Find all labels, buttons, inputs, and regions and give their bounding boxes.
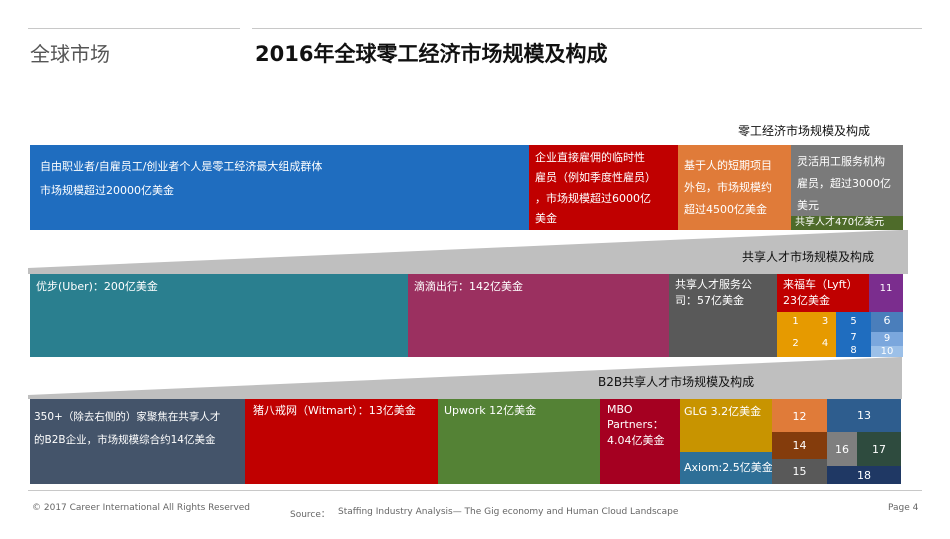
treemap-cell-lyft: 来福车（Lyft） 23亿美金: [777, 274, 869, 312]
zoom-connector-1: [28, 230, 908, 274]
cell-line: 23亿美金: [783, 293, 830, 307]
treemap-cell-uber: 优步(Uber)：200亿美金: [30, 274, 408, 357]
cell-line: 超过4500亿美金: [684, 203, 767, 216]
cell-line: 共享人才470亿美元: [795, 217, 885, 228]
level3-title: B2B共享人才市场规模及构成: [598, 375, 755, 389]
section-label: 全球市场: [30, 42, 110, 66]
treemap-cell-freelancers: 自由职业者/自雇员工/创业者个人是零工经济最大组成群体 市场规模超过20000亿…: [30, 145, 529, 230]
treemap-cell-8: 8: [836, 344, 871, 357]
zoom-connector-2: [28, 357, 902, 399]
treemap-cell-axiom: Axiom:2.5亿美金: [680, 452, 772, 484]
cell-line: 共享人才服务公: [675, 278, 752, 291]
cell-line: 猪八戒网（Witmart）：13亿美金: [253, 404, 416, 417]
cell-line: 灵活用工服务机构: [797, 155, 885, 168]
cell-line: 美元: [797, 199, 819, 212]
source-label: Source：: [290, 510, 330, 520]
treemap-cell-11: 11: [869, 274, 903, 312]
treemap-cell-witmart: 猪八戒网（Witmart）：13亿美金: [245, 399, 438, 484]
cell-line: Partners：: [607, 418, 664, 432]
cell-line: 4.04亿美金: [607, 433, 665, 447]
cell-line: 11: [879, 283, 893, 294]
treemap-cell-3: 3: [814, 312, 836, 332]
cell-line: 美金: [535, 212, 557, 226]
cell-line: 市场规模超过20000亿美金: [40, 184, 174, 198]
cell-line: 雇员（例如季度性雇员）: [535, 171, 656, 185]
level2-title: 共享人才市场规模及构成: [742, 250, 875, 264]
treemap-cell-5: 5: [836, 312, 871, 332]
treemap-cell-17: 17: [857, 432, 901, 466]
treemap-cell-13: 13: [827, 399, 901, 432]
cell-line: 基于人的短期项目: [684, 159, 772, 172]
cell-line: 雇员，超过3000亿: [797, 177, 891, 190]
treemap-cell-1: 1: [777, 312, 814, 332]
treemap-cell-15: 15: [772, 459, 827, 484]
cell-line: Upwork 12亿美金: [444, 404, 537, 417]
cell-line: 滴滴出行：142亿美金: [414, 280, 523, 293]
level1-title: 零工经济市场规模及构成: [738, 124, 871, 138]
cell-line: 自由职业者/自雇员工/创业者个人是零工经济最大组成群体: [40, 160, 323, 173]
treemap-cell-7: 7: [836, 332, 871, 344]
treemap-cell-18: 18: [827, 466, 901, 484]
treemap-cell-2: 2: [777, 332, 814, 357]
treemap-cell-10: 10: [871, 346, 903, 357]
treemap-cell-didi: 滴滴出行：142亿美金: [408, 274, 669, 357]
cell-line: MBO: [607, 403, 633, 416]
cell-line: 优步(Uber)：200亿美金: [36, 280, 158, 293]
cell-line: 350+（除去右侧的）家聚焦在共享人才: [34, 411, 221, 423]
cell-line: Axiom:2.5亿美金: [684, 461, 772, 474]
page-title: 2016年全球零工经济市场规模及构成: [255, 42, 608, 66]
cell-line: GLG 3.2亿美金: [684, 405, 762, 418]
page-number: Page 4: [888, 503, 919, 513]
treemap-cell-b2b-firms: 350+（除去右侧的）家聚焦在共享人才 的B2B企业，市场规模综合约14亿美金: [30, 399, 245, 484]
treemap-cell-6: 6: [871, 312, 903, 332]
treemap-cell-12: 12: [772, 399, 827, 432]
footer-rule: [28, 490, 922, 491]
treemap-cell-4: 4: [814, 332, 836, 357]
cell-line: ，市场规模超过6000亿: [535, 191, 651, 205]
cell-line: 外包，市场规模约: [684, 181, 772, 194]
cell-line: 的B2B企业，市场规模综合约14亿美金: [34, 433, 216, 446]
treemap-cell-9: 9: [871, 332, 903, 346]
treemap-cell-project-outsourcing: 基于人的短期项目 外包，市场规模约 超过4500亿美金: [678, 145, 791, 230]
treemap-cell-16: 16: [827, 432, 857, 466]
source-text: Staffing Industry Analysis— The Gig econ…: [338, 507, 679, 517]
treemap-cell-14: 14: [772, 432, 827, 459]
treemap-cell-talent-services: 共享人才服务公 司：57亿美金: [669, 274, 777, 357]
copyright-text: © 2017 Career International All Rights R…: [32, 503, 251, 513]
header-rule-left: [28, 28, 240, 29]
treemap-cell-upwork: Upwork 12亿美金: [438, 399, 600, 484]
cell-line: 企业直接雇佣的临时性: [535, 151, 645, 164]
cell-line: 来福车（Lyft）: [783, 278, 858, 291]
cell-line: 司：57亿美金: [675, 293, 744, 307]
treemap-cell-temp-employees: 企业直接雇佣的临时性 雇员（例如季度性雇员） ，市场规模超过6000亿 美金: [529, 145, 678, 230]
header-rule-right: [252, 28, 922, 29]
treemap-cell-mbo-partners: MBO Partners： 4.04亿美金: [600, 399, 680, 484]
treemap-cell-staffing-agencies: 灵活用工服务机构 雇员，超过3000亿 美元: [791, 145, 903, 216]
treemap-cell-glg: GLG 3.2亿美金: [680, 399, 772, 452]
treemap-cell-shared-talent: 共享人才470亿美元: [791, 216, 903, 230]
